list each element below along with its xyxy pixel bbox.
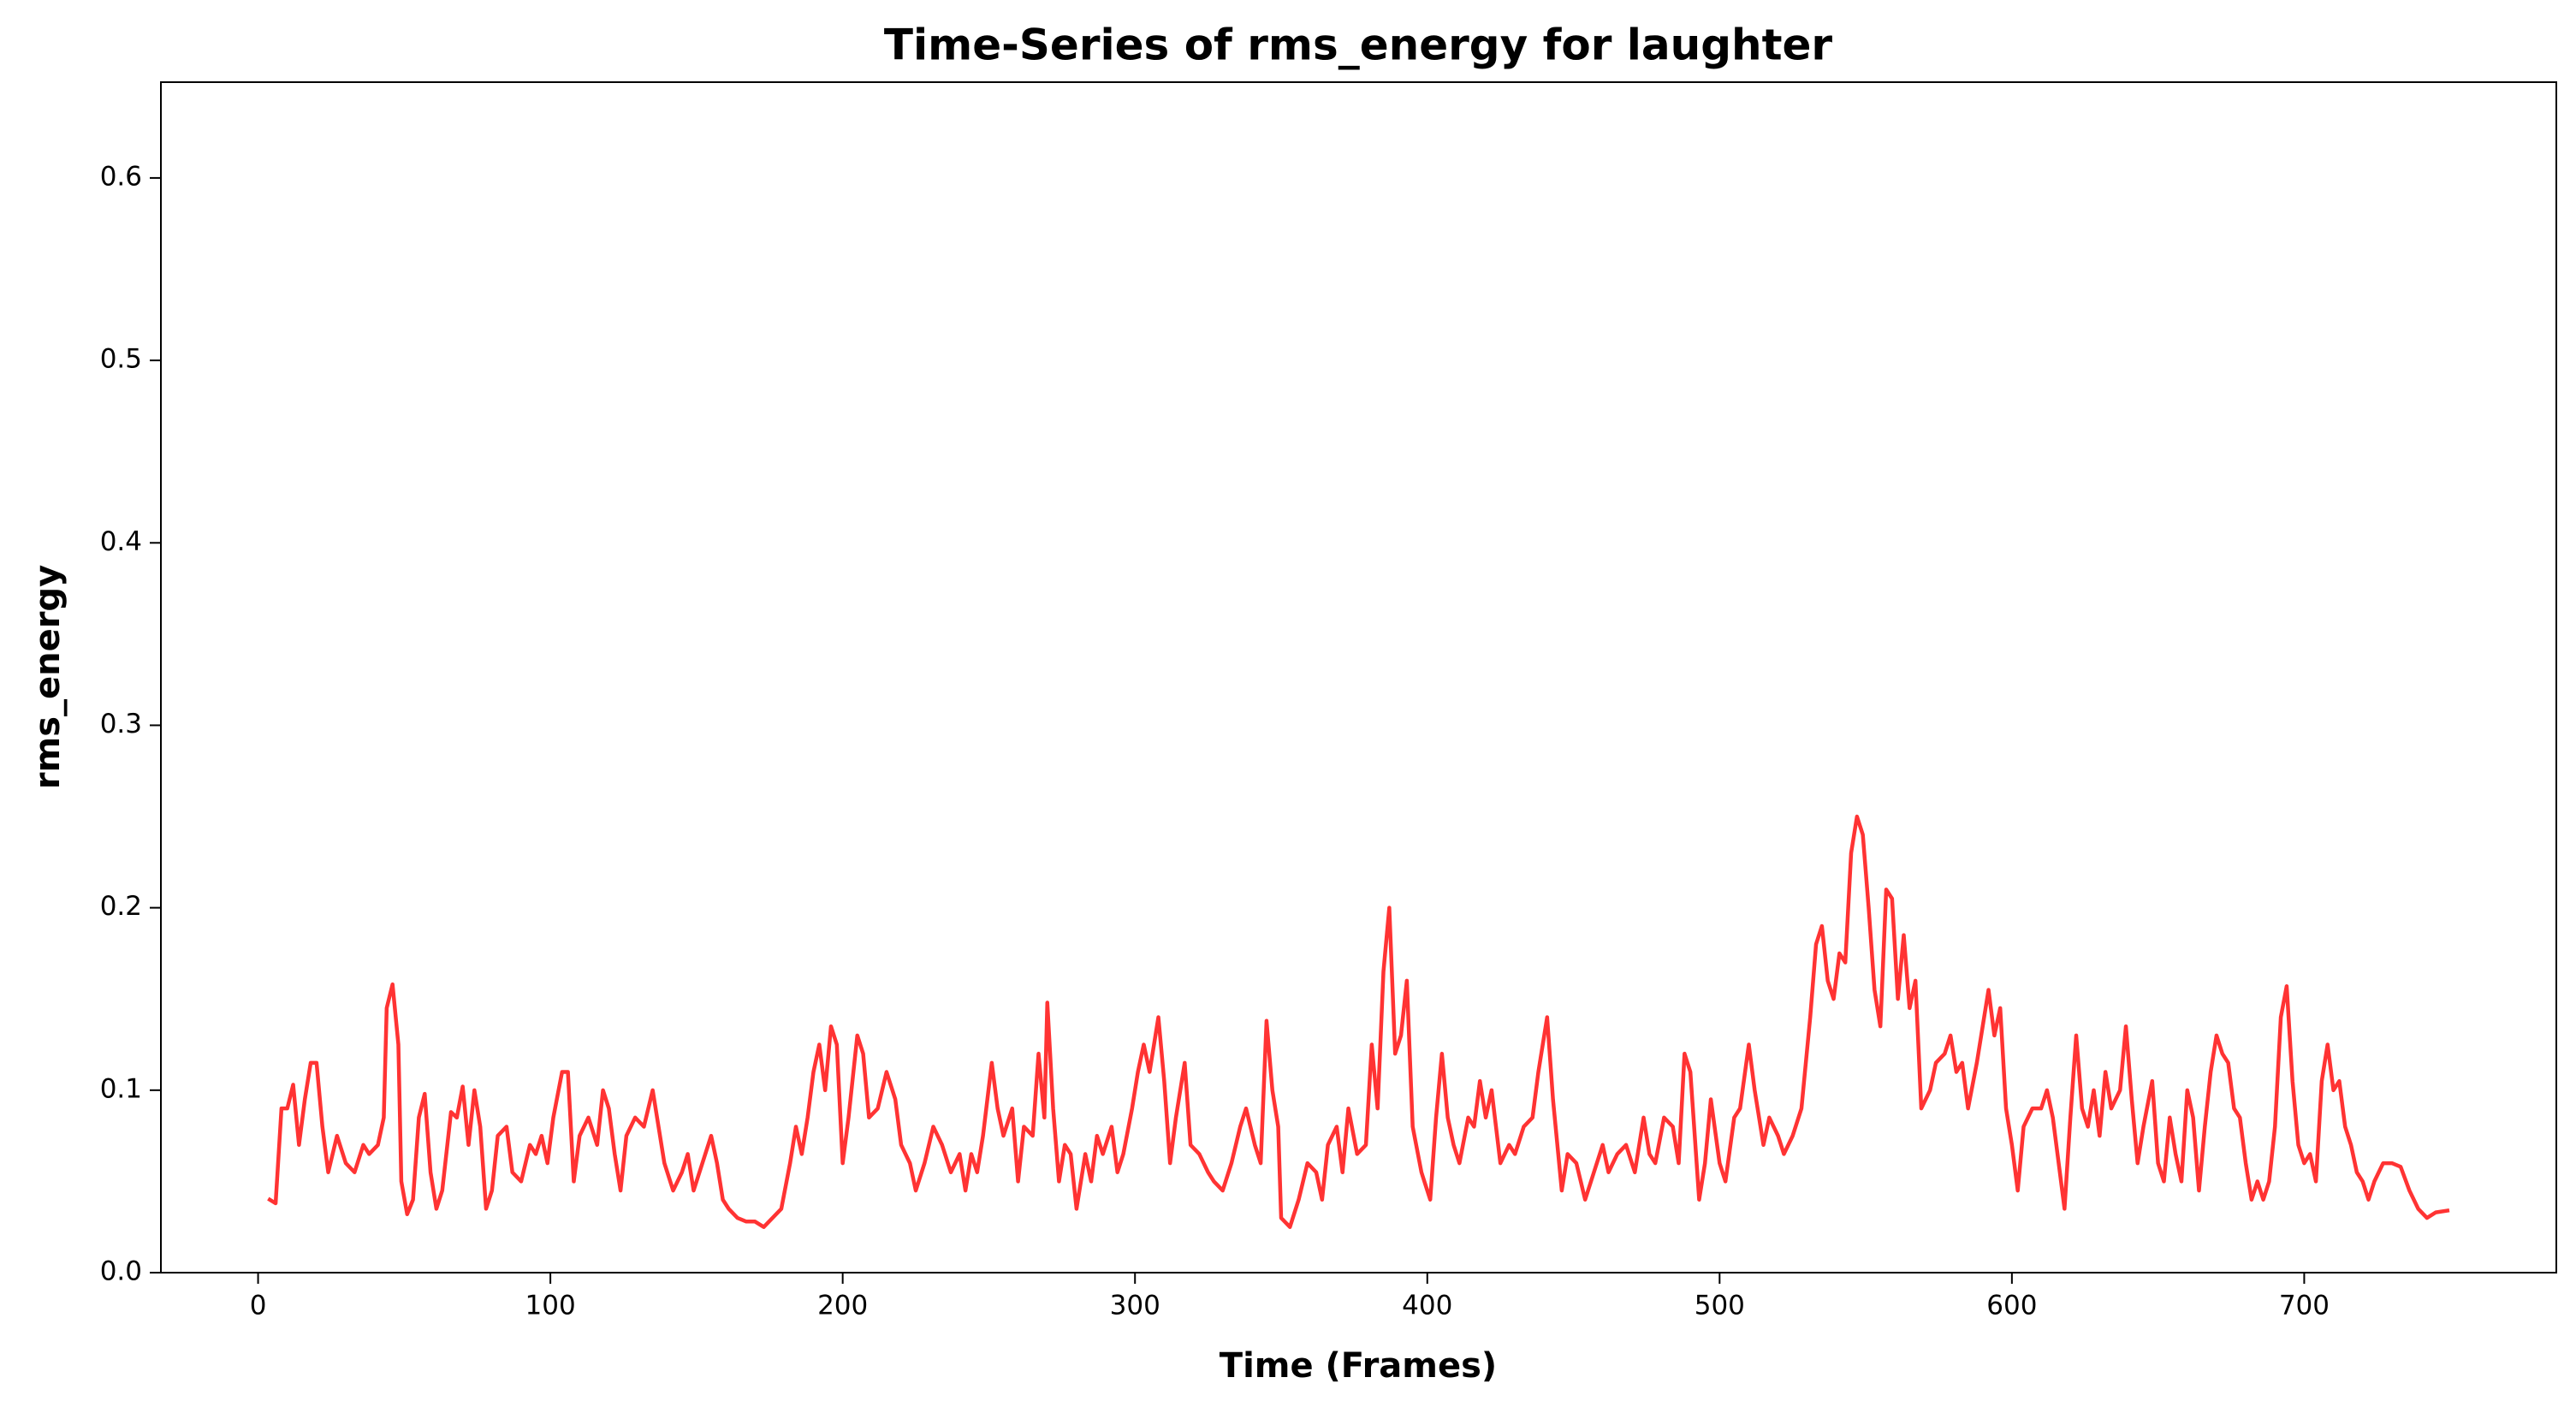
x-axis-label: Time (Frames)	[1220, 1346, 1497, 1386]
x-tick-label: 600	[1986, 1291, 2037, 1321]
x-tick-label: 500	[1695, 1291, 1745, 1321]
x-tick-label: 200	[817, 1291, 868, 1321]
plot-frame	[160, 81, 2557, 1273]
x-tick-label: 100	[525, 1291, 576, 1321]
y-tick-label: 0.0	[100, 1256, 142, 1287]
y-tick-label: 0.6	[100, 161, 142, 192]
y-tick-label: 0.4	[100, 526, 142, 557]
data-line	[267, 814, 2450, 1229]
y-axis-label: rms_energy	[28, 565, 68, 789]
x-tick-label: 400	[1402, 1291, 1452, 1321]
x-tick-label: 700	[2279, 1291, 2330, 1321]
y-tick-label: 0.5	[100, 344, 142, 375]
y-tick-label: 0.3	[100, 709, 142, 739]
y-tick-label: 0.2	[100, 891, 142, 922]
chart-title: Time-Series of rms_energy for laughter	[884, 21, 1833, 70]
y-tick-label: 0.1	[100, 1073, 142, 1104]
x-tick-label: 0	[250, 1291, 267, 1321]
x-tick-label: 300	[1110, 1291, 1160, 1321]
